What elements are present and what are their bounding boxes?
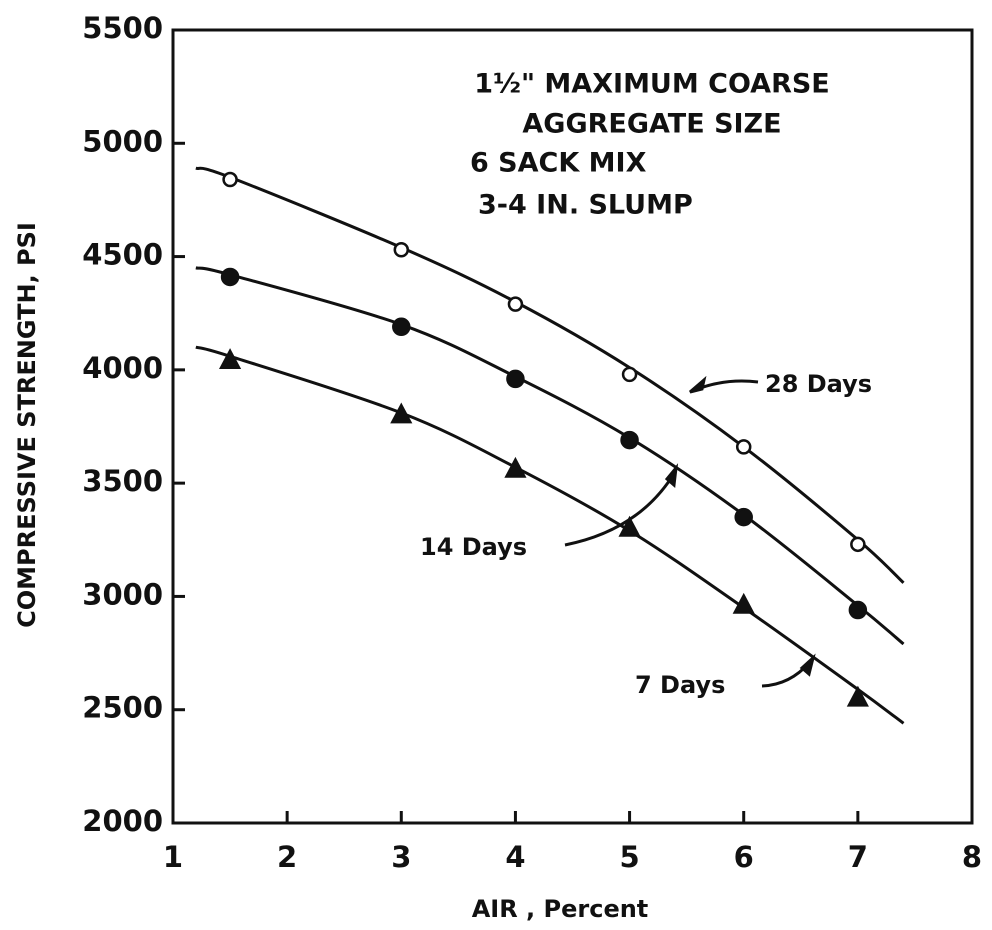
marker [507,296,524,312]
y-tick-label: 5500 [82,11,163,45]
x-tick-label: 3 [391,840,411,874]
fit-curve [195,266,905,646]
y-tick-label: 2500 [82,691,163,725]
marker [846,685,869,707]
arrow-head [799,653,816,677]
marker [218,348,242,370]
marker [390,402,413,424]
fit-curve [195,345,905,725]
x-tick-label: 8 [962,840,982,874]
y-tick-label: 4000 [82,351,163,385]
marker [732,592,755,614]
x-tick-label: 4 [505,840,525,874]
arrow-head [664,463,679,488]
marker [848,600,868,620]
marker [620,430,639,450]
marker [850,536,866,553]
arrow-head [689,375,707,394]
y-tick-label: 5000 [82,124,163,158]
y-tick-label: 3000 [82,577,163,611]
plot-frame [171,28,974,825]
y-tick-label: 2000 [82,804,163,838]
marker [392,317,411,337]
marker [220,267,240,287]
marker [506,369,525,389]
marker [618,515,641,537]
series-label: 14 Days [420,533,527,561]
marker [504,456,527,478]
marker [734,507,753,527]
fit-curve [195,166,905,584]
x-tick-label: 2 [277,840,297,874]
x-tick-label: 1 [163,840,183,874]
annotation: AGGREGATE SIZE [522,109,781,140]
x-tick-label: 5 [619,840,639,874]
x-axis-label: AIR , Percent [472,895,649,923]
series-label: 28 Days [765,370,872,398]
marker [735,439,752,455]
series-label: 7 Days [635,671,725,699]
marker [222,171,238,188]
marker [621,366,638,383]
marker [393,242,410,258]
y-tick-label: 3500 [82,464,163,498]
y-axis-label: COMPRESSIVE STRENGTH, PSI [13,222,41,628]
arrows [564,375,816,688]
y-tick-label: 4500 [82,238,163,272]
annotation: 3-4 IN. SLUMP [478,190,693,221]
annotation: 6 SACK MIX [470,148,647,179]
annotation: 1½" MAXIMUM COARSE [474,69,830,100]
x-tick-label: 6 [734,840,754,874]
x-tick-label: 7 [848,840,868,874]
